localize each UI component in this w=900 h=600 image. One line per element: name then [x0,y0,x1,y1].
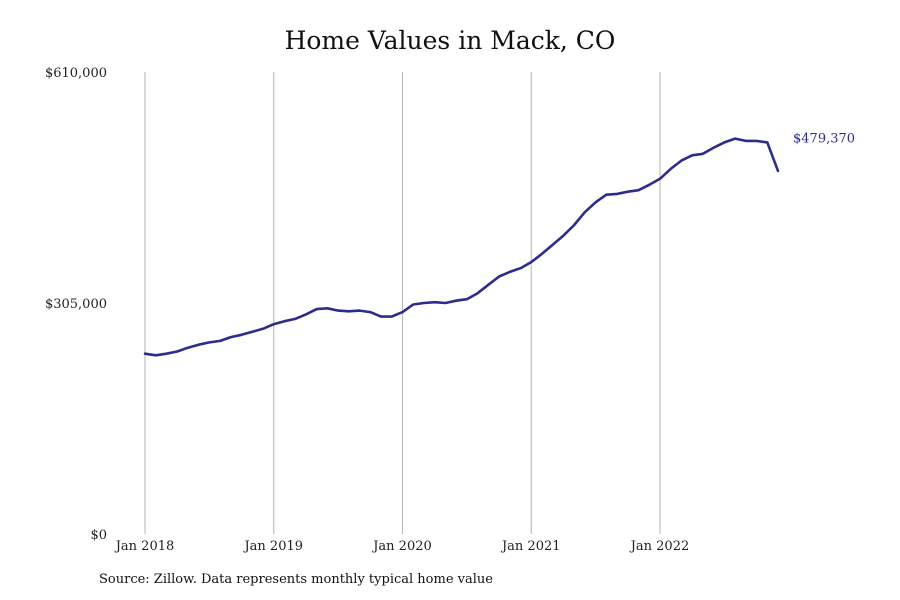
chart-title: Home Values in Mack, CO [284,26,616,55]
y-tick-label: $0 [90,528,107,543]
x-tick-label: Jan 2019 [242,539,303,554]
x-tick-label: Jan 2022 [629,539,690,554]
series-line [143,137,780,357]
y-tick-label: $305,000 [45,297,107,312]
x-tick-label: Jan 2021 [500,539,561,554]
y-tick-label: $610,000 [45,66,107,81]
gridlines [144,72,661,534]
x-axis-tick-labels: Jan 2018 Jan 2019 Jan 2020 Jan 2021 Jan 2022 [114,539,690,554]
end-value-label: $479,370 [793,132,855,147]
x-tick-label: Jan 2018 [114,539,175,554]
y-axis-tick-labels: $0 $305,000 $610,000 [45,66,107,543]
x-tick-label: Jan 2020 [371,539,432,554]
source-note: Source: Zillow. Data represents monthly … [99,572,493,587]
